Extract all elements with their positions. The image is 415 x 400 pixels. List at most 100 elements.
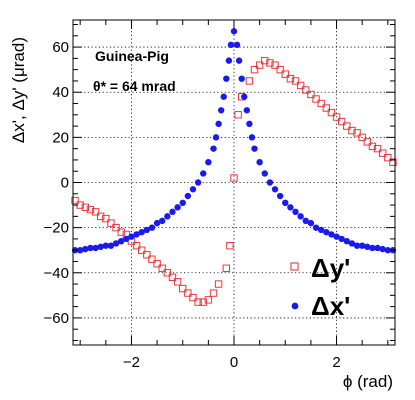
data-point-dy	[179, 284, 187, 293]
data-point-dx	[358, 242, 366, 249]
data-point-dy	[138, 246, 146, 254]
data-point-dy	[112, 223, 120, 232]
data-point-dy	[209, 289, 218, 297]
data-point-dx	[256, 158, 263, 166]
data-point-dy	[226, 241, 234, 250]
data-point-dx	[338, 235, 345, 243]
data-point-dx	[194, 179, 202, 186]
data-point-dx	[169, 208, 176, 216]
data-point-dy	[363, 138, 372, 146]
y-tick-label: −40	[44, 265, 69, 282]
data-point-dx	[97, 243, 104, 251]
series-0	[71, 56, 397, 306]
x-axis-title: ϕ (rad)	[343, 372, 393, 391]
data-point-dy	[234, 111, 242, 119]
series-1	[71, 28, 397, 254]
data-point-dx	[248, 134, 256, 141]
data-point-dx	[179, 199, 186, 207]
data-point-dy	[184, 289, 192, 297]
data-point-dx	[123, 235, 130, 243]
data-point-dy	[102, 214, 110, 223]
data-point-dy	[107, 219, 115, 227]
data-point-dx	[302, 217, 309, 225]
data-point-dx	[323, 228, 330, 236]
data-point-dy	[348, 126, 356, 135]
x-tick-label: 2	[332, 354, 340, 371]
data-point-dx	[189, 186, 197, 193]
data-point-dx	[307, 219, 315, 227]
data-point-dx	[328, 231, 335, 238]
data-point-dx	[235, 57, 243, 64]
data-point-dx	[212, 134, 220, 141]
data-point-dx	[369, 244, 376, 252]
data-point-dy	[353, 129, 361, 137]
data-series	[71, 28, 397, 306]
data-point-dx	[112, 240, 120, 247]
y-tick-label: −20	[44, 220, 69, 237]
data-point-dx	[200, 170, 207, 177]
data-point-dy	[255, 61, 264, 69]
data-point-dy	[296, 81, 305, 90]
legend: Δy' Δx'	[290, 253, 350, 321]
data-point-dy	[250, 65, 259, 74]
data-point-dx	[143, 226, 151, 234]
data-point-dy	[307, 90, 315, 99]
y-tick-label: 0	[61, 175, 69, 192]
data-point-dy	[91, 208, 100, 216]
data-point-dx	[287, 204, 294, 211]
data-point-dy	[291, 77, 300, 85]
legend-marker-dx	[291, 302, 299, 310]
data-point-dx	[379, 245, 386, 253]
data-point-dy	[322, 104, 330, 112]
data-point-dy	[271, 61, 279, 69]
data-point-dy	[96, 212, 105, 221]
data-point-dx	[343, 237, 351, 245]
data-point-dy	[71, 196, 79, 205]
data-point-dy	[384, 153, 392, 162]
data-point-dy	[163, 269, 172, 277]
y-tick-label: 20	[52, 129, 69, 146]
data-point-dy	[222, 264, 231, 272]
data-point-dy	[81, 203, 90, 212]
data-point-dy	[148, 255, 156, 263]
data-point-dx	[92, 244, 99, 252]
data-point-dx	[261, 170, 268, 177]
data-point-dx	[230, 28, 238, 35]
data-point-dy	[261, 56, 269, 65]
data-point-dx	[348, 240, 356, 247]
data-point-dx	[271, 186, 279, 193]
data-point-dy	[373, 144, 382, 153]
data-point-dx	[107, 242, 115, 249]
data-point-dy	[302, 86, 310, 94]
data-point-dx	[251, 145, 258, 152]
data-point-dx	[374, 244, 381, 252]
data-point-dy	[281, 70, 289, 78]
data-point-dx	[87, 244, 94, 252]
data-point-dx	[276, 192, 284, 200]
data-point-dx	[220, 93, 227, 100]
data-point-dy	[343, 122, 351, 130]
data-point-dx	[282, 199, 289, 207]
data-point-dx	[317, 226, 325, 234]
data-point-dx	[128, 233, 135, 240]
data-point-dx	[333, 233, 340, 240]
y-tick-label: 60	[52, 39, 69, 56]
data-point-dx	[266, 179, 274, 186]
data-point-dx	[353, 242, 361, 249]
data-point-dx	[312, 224, 320, 231]
y-tick-label: 40	[52, 84, 69, 101]
data-point-dx	[164, 213, 171, 220]
data-point-dx	[174, 204, 181, 211]
legend-label-dy: Δy'	[311, 253, 350, 283]
data-point-dy	[117, 228, 125, 236]
data-point-dy	[327, 108, 336, 117]
data-point-dy	[337, 117, 346, 126]
data-point-dx	[238, 75, 245, 82]
y-tick-label: −60	[44, 310, 69, 327]
data-point-dx	[223, 75, 230, 82]
data-point-dy	[266, 59, 274, 67]
data-point-dx	[210, 145, 217, 152]
data-point-dx	[233, 41, 241, 49]
